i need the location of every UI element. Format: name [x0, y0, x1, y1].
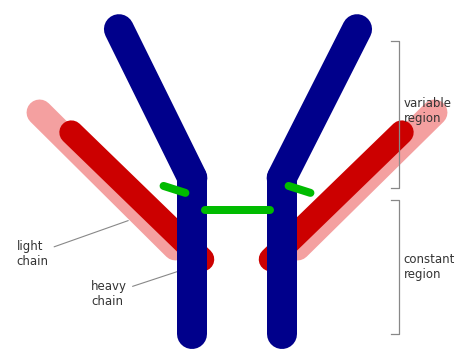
- Text: variable
region: variable region: [404, 97, 452, 125]
- Text: constant
region: constant region: [404, 253, 455, 281]
- Text: heavy
chain: heavy chain: [91, 268, 188, 308]
- Text: light
chain: light chain: [17, 220, 128, 268]
